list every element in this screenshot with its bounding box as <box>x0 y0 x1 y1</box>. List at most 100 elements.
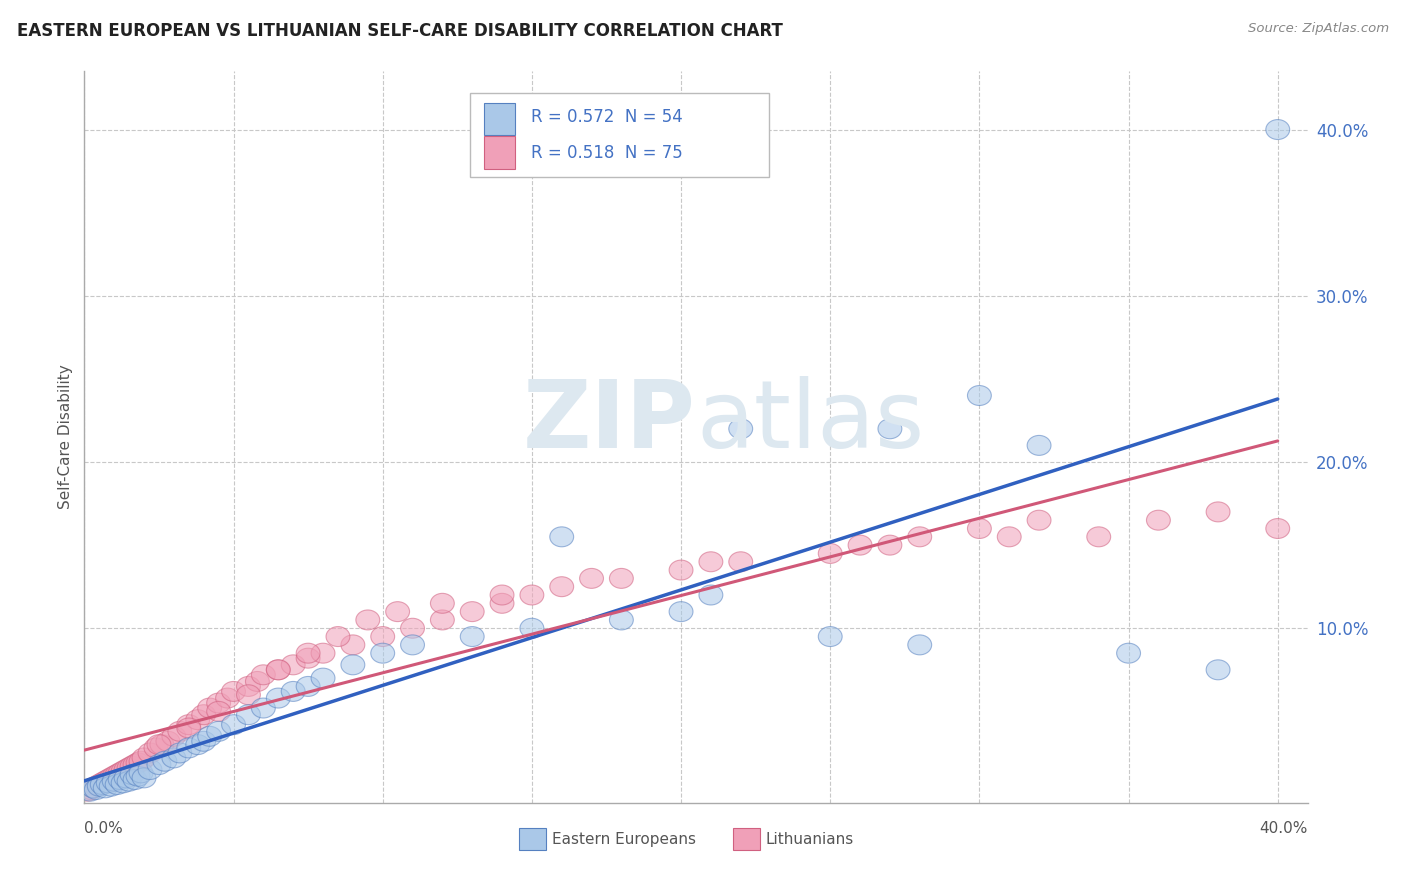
Ellipse shape <box>153 751 177 772</box>
Ellipse shape <box>111 772 135 793</box>
Ellipse shape <box>266 688 290 708</box>
Text: EASTERN EUROPEAN VS LITHUANIAN SELF-CARE DISABILITY CORRELATION CHART: EASTERN EUROPEAN VS LITHUANIAN SELF-CARE… <box>17 22 783 40</box>
Ellipse shape <box>1028 435 1052 455</box>
Ellipse shape <box>96 772 120 793</box>
FancyBboxPatch shape <box>470 94 769 178</box>
Ellipse shape <box>579 568 603 589</box>
Ellipse shape <box>401 618 425 639</box>
Ellipse shape <box>236 685 260 705</box>
Ellipse shape <box>520 618 544 639</box>
Ellipse shape <box>281 681 305 701</box>
Ellipse shape <box>728 552 752 572</box>
Ellipse shape <box>297 648 321 668</box>
Ellipse shape <box>520 585 544 605</box>
Ellipse shape <box>430 593 454 614</box>
Ellipse shape <box>297 676 321 697</box>
Ellipse shape <box>114 760 138 780</box>
Ellipse shape <box>129 763 153 783</box>
Ellipse shape <box>1265 120 1289 139</box>
Ellipse shape <box>385 601 409 622</box>
Ellipse shape <box>111 761 135 781</box>
Ellipse shape <box>550 577 574 597</box>
Ellipse shape <box>669 601 693 622</box>
Ellipse shape <box>177 714 201 735</box>
Ellipse shape <box>401 635 425 655</box>
Ellipse shape <box>491 593 515 614</box>
Text: ZIP: ZIP <box>523 376 696 468</box>
Text: Source: ZipAtlas.com: Source: ZipAtlas.com <box>1249 22 1389 36</box>
Ellipse shape <box>76 781 100 801</box>
Bar <box>484 136 515 169</box>
Ellipse shape <box>311 668 335 688</box>
Ellipse shape <box>84 780 108 799</box>
Ellipse shape <box>96 770 120 789</box>
Ellipse shape <box>148 755 172 774</box>
Ellipse shape <box>143 738 167 758</box>
Text: Lithuanians: Lithuanians <box>766 832 853 847</box>
Ellipse shape <box>252 698 276 718</box>
Ellipse shape <box>699 585 723 605</box>
Ellipse shape <box>371 626 395 647</box>
Ellipse shape <box>215 688 239 708</box>
Y-axis label: Self-Care Disability: Self-Care Disability <box>58 365 73 509</box>
Ellipse shape <box>186 735 209 755</box>
Ellipse shape <box>281 655 305 674</box>
Ellipse shape <box>252 665 276 685</box>
Ellipse shape <box>997 527 1021 547</box>
Ellipse shape <box>132 747 156 768</box>
Ellipse shape <box>728 418 752 439</box>
Ellipse shape <box>93 772 117 791</box>
Ellipse shape <box>124 770 148 789</box>
Ellipse shape <box>356 610 380 630</box>
Ellipse shape <box>105 764 129 785</box>
Ellipse shape <box>222 681 246 701</box>
Ellipse shape <box>108 770 132 789</box>
Ellipse shape <box>198 698 222 718</box>
Ellipse shape <box>491 585 515 605</box>
Ellipse shape <box>818 626 842 647</box>
Bar <box>733 829 759 850</box>
Ellipse shape <box>100 776 124 797</box>
Ellipse shape <box>129 751 153 772</box>
Ellipse shape <box>246 672 270 691</box>
Ellipse shape <box>90 772 114 793</box>
Ellipse shape <box>326 626 350 647</box>
Ellipse shape <box>967 385 991 406</box>
Text: atlas: atlas <box>696 376 924 468</box>
Ellipse shape <box>177 718 201 738</box>
Ellipse shape <box>108 763 132 783</box>
Ellipse shape <box>150 735 174 755</box>
Ellipse shape <box>1146 510 1170 530</box>
Ellipse shape <box>156 731 180 751</box>
Ellipse shape <box>103 766 127 786</box>
Ellipse shape <box>177 738 201 758</box>
Ellipse shape <box>82 778 105 797</box>
Bar <box>484 103 515 135</box>
Ellipse shape <box>120 764 143 785</box>
Ellipse shape <box>162 747 186 768</box>
Ellipse shape <box>167 722 191 741</box>
Ellipse shape <box>79 781 103 801</box>
Ellipse shape <box>138 743 162 763</box>
Ellipse shape <box>105 774 129 795</box>
Ellipse shape <box>84 776 108 797</box>
Ellipse shape <box>90 774 114 795</box>
Ellipse shape <box>207 693 231 713</box>
Ellipse shape <box>1206 660 1230 680</box>
Ellipse shape <box>340 635 364 655</box>
Ellipse shape <box>460 601 484 622</box>
Ellipse shape <box>1116 643 1140 663</box>
Text: 40.0%: 40.0% <box>1260 822 1308 837</box>
Ellipse shape <box>117 772 141 791</box>
Ellipse shape <box>222 714 246 735</box>
Ellipse shape <box>550 527 574 547</box>
Ellipse shape <box>87 776 111 797</box>
Ellipse shape <box>266 660 290 680</box>
Ellipse shape <box>609 568 633 589</box>
Ellipse shape <box>1028 510 1052 530</box>
Ellipse shape <box>699 552 723 572</box>
Bar <box>519 829 546 850</box>
Ellipse shape <box>266 660 290 680</box>
Ellipse shape <box>430 610 454 630</box>
Ellipse shape <box>460 626 484 647</box>
